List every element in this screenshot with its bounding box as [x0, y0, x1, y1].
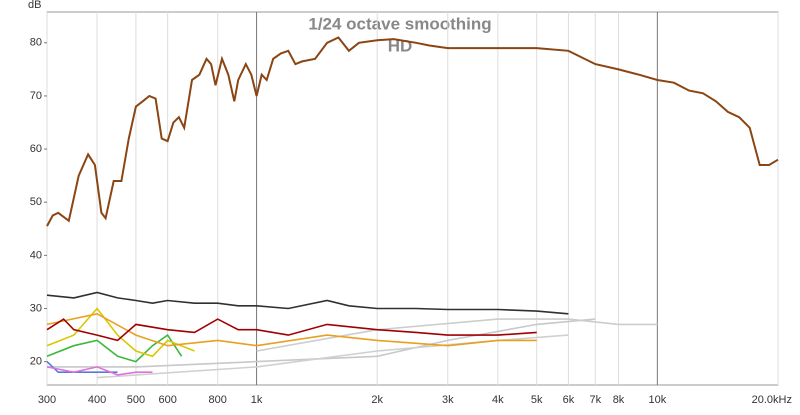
- x-tick-label: 6k: [563, 394, 575, 406]
- y-axis-label: dB: [28, 0, 41, 11]
- x-tick-label: 4k: [492, 394, 504, 406]
- x-tick-label: 7k: [589, 394, 601, 406]
- x-tick-label: 500: [127, 394, 145, 406]
- y-tick-label: 40: [30, 249, 42, 261]
- series-line: [46, 366, 153, 376]
- series-line: [46, 333, 183, 363]
- plot-area: [46, 11, 779, 386]
- y-tick-label: 70: [30, 90, 42, 102]
- x-tick-label: 800: [209, 394, 227, 406]
- y-tick-label: 80: [30, 37, 42, 49]
- series-line: [46, 36, 779, 227]
- series-line: [97, 334, 569, 379]
- y-tick-label: 20: [30, 356, 42, 368]
- y-tick-label: 50: [30, 196, 42, 208]
- series-line: [46, 312, 537, 347]
- x-tick-label: 8k: [613, 394, 625, 406]
- x-tick-label: 10k: [648, 394, 666, 406]
- y-tick-label: 60: [30, 143, 42, 155]
- chart-title: 1/24 octave smoothing: [308, 14, 491, 33]
- x-tick-label: 300: [38, 394, 56, 406]
- y-tick-label: 30: [30, 302, 42, 314]
- x-tick-label: 1k: [251, 394, 263, 406]
- x-tick-label: 400: [88, 394, 106, 406]
- series-line: [256, 318, 658, 352]
- series-line: [46, 291, 569, 315]
- series-line: [47, 318, 596, 368]
- x-tick-label: 3k: [442, 394, 454, 406]
- x-tick-label: 2k: [371, 394, 383, 406]
- x-tick-label: 600: [158, 394, 176, 406]
- x-tick-label: 5k: [531, 394, 543, 406]
- series-line: [46, 318, 537, 342]
- x-tick-label: 20.0kHz: [752, 394, 792, 406]
